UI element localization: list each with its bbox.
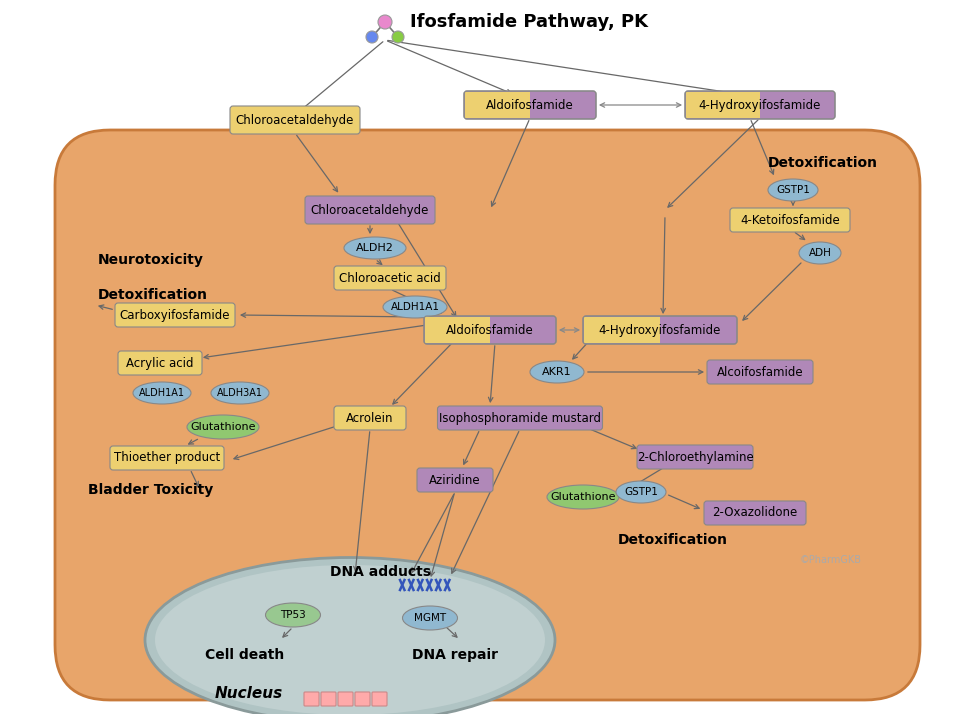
Text: GSTP1: GSTP1 — [776, 185, 810, 195]
Text: 2-Chloroethylamine: 2-Chloroethylamine — [636, 451, 754, 463]
Text: 4-Ketoifosfamide: 4-Ketoifosfamide — [740, 213, 840, 226]
Ellipse shape — [266, 603, 321, 627]
FancyBboxPatch shape — [425, 317, 490, 343]
FancyBboxPatch shape — [686, 92, 760, 118]
FancyBboxPatch shape — [584, 317, 660, 343]
FancyBboxPatch shape — [438, 406, 603, 430]
FancyBboxPatch shape — [230, 106, 360, 134]
Text: Aldoifosfamide: Aldoifosfamide — [486, 99, 574, 111]
Ellipse shape — [155, 565, 545, 714]
Text: ©PharmGKB: ©PharmGKB — [800, 555, 862, 565]
FancyBboxPatch shape — [730, 208, 850, 232]
FancyBboxPatch shape — [704, 501, 806, 525]
Text: Carboxyifosfamide: Carboxyifosfamide — [120, 308, 230, 321]
Ellipse shape — [402, 606, 458, 630]
Ellipse shape — [133, 382, 191, 404]
Text: ADH: ADH — [808, 248, 831, 258]
FancyBboxPatch shape — [424, 316, 556, 344]
Text: AKR1: AKR1 — [542, 367, 572, 377]
FancyBboxPatch shape — [338, 692, 353, 706]
Text: 4-Hydroxyifosfamide: 4-Hydroxyifosfamide — [599, 323, 721, 336]
Text: Bladder Toxicity: Bladder Toxicity — [88, 483, 213, 497]
Text: ALDH1A1: ALDH1A1 — [139, 388, 185, 398]
Text: Detoxification: Detoxification — [768, 156, 878, 170]
Text: Glutathione: Glutathione — [190, 422, 255, 432]
FancyBboxPatch shape — [304, 692, 319, 706]
FancyBboxPatch shape — [464, 91, 596, 119]
FancyBboxPatch shape — [685, 91, 835, 119]
FancyBboxPatch shape — [115, 303, 235, 327]
Ellipse shape — [547, 485, 619, 509]
Text: ALDH1A1: ALDH1A1 — [391, 302, 440, 312]
Circle shape — [378, 15, 392, 29]
Ellipse shape — [187, 415, 259, 439]
FancyBboxPatch shape — [583, 316, 737, 344]
Text: Cell death: Cell death — [205, 648, 284, 662]
Text: Chloroacetaldehyde: Chloroacetaldehyde — [311, 203, 429, 216]
Text: Acrolein: Acrolein — [347, 411, 394, 425]
FancyBboxPatch shape — [637, 445, 753, 469]
Ellipse shape — [145, 558, 555, 714]
Text: Chloroacetic acid: Chloroacetic acid — [339, 271, 441, 284]
FancyBboxPatch shape — [355, 692, 370, 706]
FancyBboxPatch shape — [305, 196, 435, 224]
Text: Thioether product: Thioether product — [114, 451, 220, 465]
Text: Ifosfamide Pathway, PK: Ifosfamide Pathway, PK — [410, 13, 648, 31]
Text: Alcoifosfamide: Alcoifosfamide — [717, 366, 804, 378]
Text: Chloroacetaldehyde: Chloroacetaldehyde — [236, 114, 354, 126]
Text: GSTP1: GSTP1 — [624, 487, 658, 497]
Text: Detoxification: Detoxification — [618, 533, 728, 547]
Ellipse shape — [211, 382, 269, 404]
FancyBboxPatch shape — [465, 92, 530, 118]
Ellipse shape — [616, 481, 666, 503]
Text: Neurotoxicity: Neurotoxicity — [98, 253, 204, 267]
Ellipse shape — [768, 179, 818, 201]
Text: Nucleus: Nucleus — [215, 685, 283, 700]
Text: DNA adducts: DNA adducts — [330, 565, 431, 579]
FancyBboxPatch shape — [707, 360, 813, 384]
Text: Isophosphoramide mustard: Isophosphoramide mustard — [439, 411, 601, 425]
Text: 4-Hydroxyifosfamide: 4-Hydroxyifosfamide — [699, 99, 821, 111]
Text: 2-Oxazolidone: 2-Oxazolidone — [712, 506, 798, 520]
Ellipse shape — [383, 296, 447, 318]
FancyBboxPatch shape — [334, 266, 446, 290]
FancyBboxPatch shape — [110, 446, 224, 470]
FancyBboxPatch shape — [334, 406, 406, 430]
Text: Aziridine: Aziridine — [429, 473, 481, 486]
FancyBboxPatch shape — [321, 692, 336, 706]
FancyBboxPatch shape — [118, 351, 202, 375]
FancyBboxPatch shape — [417, 468, 493, 492]
Ellipse shape — [344, 237, 406, 259]
Text: Glutathione: Glutathione — [550, 492, 615, 502]
Text: Detoxification: Detoxification — [98, 288, 208, 302]
Ellipse shape — [799, 242, 841, 264]
Circle shape — [366, 31, 378, 43]
Text: MGMT: MGMT — [414, 613, 446, 623]
Text: Aldoifosfamide: Aldoifosfamide — [446, 323, 534, 336]
Text: DNA repair: DNA repair — [412, 648, 498, 662]
Ellipse shape — [530, 361, 584, 383]
FancyBboxPatch shape — [55, 130, 920, 700]
FancyBboxPatch shape — [372, 692, 387, 706]
Text: ALDH2: ALDH2 — [356, 243, 394, 253]
Text: ALDH3A1: ALDH3A1 — [217, 388, 263, 398]
Circle shape — [392, 31, 404, 43]
Text: TP53: TP53 — [280, 610, 306, 620]
Text: Acrylic acid: Acrylic acid — [127, 356, 194, 370]
